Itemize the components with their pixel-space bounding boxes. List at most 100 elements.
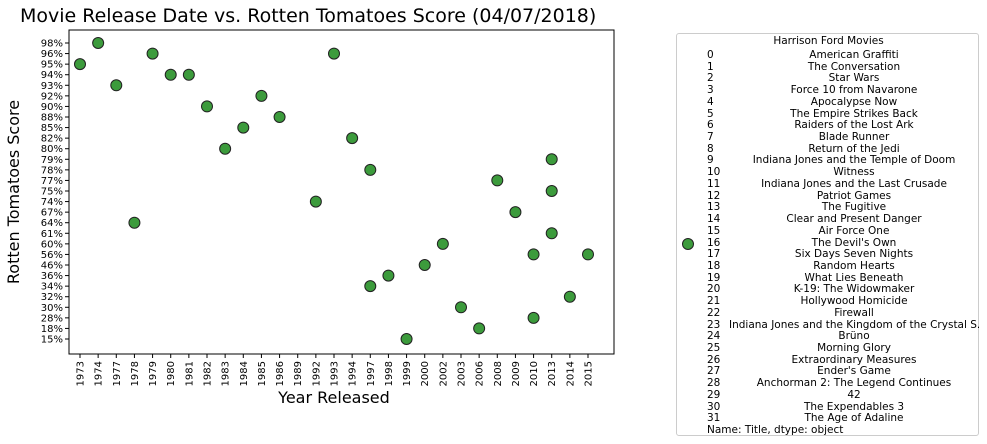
y-tick-label: 88% (41, 113, 63, 124)
legend-row-index: 22 (707, 306, 721, 319)
data-point (364, 163, 377, 176)
data-point (436, 237, 449, 250)
data-point (146, 47, 159, 60)
legend-row: 14 Clear and Present Danger (677, 214, 980, 225)
legend-row: 18 Random Hearts (677, 260, 980, 272)
legend-row-index: 31 (707, 412, 721, 425)
legend-row-title: Anchorman 2: The Legend Continues (756, 378, 952, 390)
data-point (545, 153, 558, 166)
legend-row: 5 The Empire Strikes Back (677, 107, 980, 120)
legend-row-title: Star Wars (828, 73, 880, 85)
legend-row-title: Ender's Game (817, 366, 891, 378)
legend-row: 23 Indiana Jones and the Kingdom of the C… (677, 318, 980, 331)
x-tick-label: 1978 (130, 361, 141, 386)
x-tick-label: 2013 (547, 361, 558, 386)
x-tick-label: 2008 (493, 361, 504, 386)
legend-row: 15 Air Force One (677, 225, 980, 237)
legend-row: 24 Brüno (677, 331, 980, 342)
legend-row: 1 The Conversation (677, 61, 980, 73)
legend-row-title: The Empire Strikes Back (790, 108, 918, 120)
y-tick-label: 30% (41, 303, 63, 314)
legend-row-title: Air Force One (818, 225, 890, 237)
data-point (74, 58, 86, 71)
data-point (164, 68, 177, 81)
legend-row: 4 Apocalypse Now (677, 95, 980, 108)
legend-row: 10 Witness (677, 167, 980, 178)
x-tick-label: 1999 (402, 361, 413, 386)
legend-row: 17 Six Days Seven Nights (677, 249, 980, 260)
legend-row-title: What Lies Beneath (804, 272, 904, 284)
x-tick-label: 1974 (94, 361, 105, 386)
legend-row: 26 Extraordinary Measures (677, 353, 980, 366)
legend-row: 30 The Expendables 3 (677, 401, 980, 413)
y-tick-label: 79% (41, 155, 63, 166)
legend-row: 28 Anchorman 2: The Legend Continues (677, 378, 980, 389)
y-tick-label: 32% (41, 292, 63, 303)
legend-row: 11 Indiana Jones and the Last Crusade (677, 177, 980, 190)
y-tick-label: 96% (41, 49, 63, 60)
data-point (219, 142, 232, 155)
legend-row-index: 4 (707, 95, 714, 108)
legend-row-title: The Devil's Own (811, 237, 897, 249)
legend-row-title: Raiders of the Lost Ark (794, 120, 914, 132)
data-point (545, 227, 558, 240)
y-tick-label: 98% (41, 39, 63, 50)
data-point (491, 174, 504, 187)
y-tick-label: 36% (41, 271, 63, 282)
legend-row-index: 7 (707, 131, 714, 144)
y-axis: 15%18%28%30%32%34%36%46%56%60%61%64%67%7… (41, 39, 69, 346)
legend-row-index: 6 (707, 119, 714, 132)
x-tick-label: 1977 (112, 361, 123, 386)
x-tick-label: 1985 (257, 361, 268, 386)
y-tick-label: 67% (41, 208, 63, 219)
x-axis: 1973 1974 1977 1978 1979 1980 1981 1982 1983 1984… (76, 354, 595, 386)
x-tick-label: 1981 (184, 361, 195, 386)
x-tick-label: 1983 (221, 361, 232, 386)
legend-row-index: 0 (707, 49, 714, 61)
x-tick-label: 1989 (293, 361, 304, 386)
data-point (364, 280, 377, 293)
legend-row-index: 11 (707, 177, 721, 190)
legend-row-index: 9 (707, 154, 714, 167)
x-tick-label: 1986 (275, 361, 286, 386)
data-point (328, 47, 340, 60)
legend-row-index: 5 (707, 107, 714, 120)
legend-row: 31 The Age of Adaline (677, 413, 980, 424)
legend-row: 8 Return of the Jedi (677, 143, 980, 155)
legend-row-title: 42 (847, 389, 861, 401)
legend-row-index: 3 (707, 84, 714, 97)
legend-row-index: 13 (707, 201, 721, 214)
legend-row-title: Return of the Jedi (808, 143, 900, 155)
y-tick-label: 82% (41, 134, 63, 145)
legend-row-index: 23 (707, 318, 721, 331)
y-tick-label: 56% (41, 250, 63, 261)
legend-title: Harrison Ford Movies (773, 35, 884, 47)
legend-row-index: 10 (707, 166, 721, 179)
x-tick-label: 2014 (565, 361, 576, 386)
x-tick-label: 2009 (511, 361, 522, 386)
legend-row-index: 16 (707, 236, 721, 249)
data-point (527, 248, 540, 261)
y-tick-label: 34% (41, 282, 63, 293)
x-tick-label: 1979 (148, 361, 159, 386)
legend-row-title: The Age of Adaline (804, 413, 904, 425)
x-tick-label: 1994 (348, 361, 359, 386)
data-point (418, 259, 431, 271)
legend-row-index: 12 (707, 189, 721, 202)
legend-row: 2 Star Wars (677, 73, 980, 84)
legend-row-title: Indiana Jones and the Kingdom of the Cry… (729, 319, 979, 331)
data-point (182, 68, 195, 81)
legend-row-index: 26 (707, 353, 721, 366)
y-tick-label: 93% (41, 81, 63, 92)
legend-row: 6 Raiders of the Lost Ark (677, 120, 980, 131)
legend-row-index: 24 (707, 330, 721, 343)
legend-row-title: The Fugitive (821, 202, 887, 214)
plot-area (68, 29, 615, 355)
data-point (92, 37, 105, 49)
legend-row-index: 14 (707, 213, 721, 226)
legend-row-title: Apocalypse Now (810, 96, 898, 108)
data-point (473, 322, 486, 335)
legend-row-index: 17 (707, 248, 721, 261)
legend-row-title: American Graffiti (809, 50, 899, 61)
data-point (346, 132, 359, 145)
